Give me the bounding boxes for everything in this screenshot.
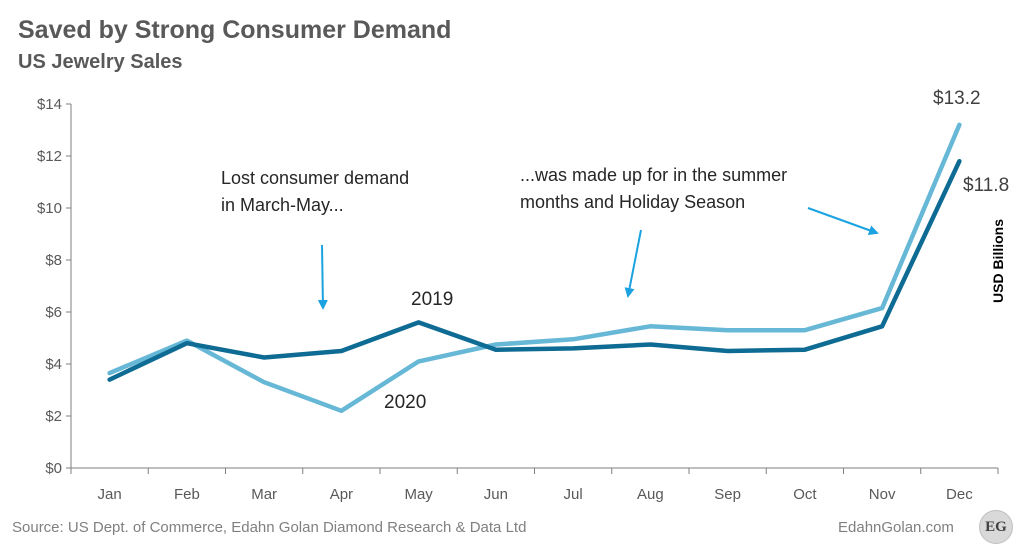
annotation-lost-demand-line2: in March-May... [221, 195, 344, 215]
data-point-2020 [262, 380, 267, 385]
data-point-2019 [184, 341, 189, 346]
end-label-2020: $13.2 [933, 88, 981, 109]
y-unit-label: USD Billions [990, 219, 1006, 303]
x-tick-label: Jun [484, 486, 508, 503]
x-tick-label: Oct [793, 486, 817, 503]
data-point-2020 [416, 359, 421, 364]
x-tick-label: Feb [174, 486, 200, 503]
y-tick-label: $4 [45, 356, 62, 373]
data-point-2019 [725, 349, 730, 354]
x-tick-label: Dec [946, 486, 973, 503]
eg-logo: EG [979, 510, 1013, 544]
brand-link[interactable]: EdahnGolan.com [838, 519, 954, 536]
x-tick-label: Apr [330, 486, 353, 503]
annotation-made-up-line2: months and Holiday Season [520, 192, 745, 212]
y-tick-label: $14 [37, 96, 62, 113]
data-point-2019 [339, 349, 344, 354]
data-point-2019 [957, 159, 962, 164]
x-tick-label: Aug [637, 486, 664, 503]
data-point-2020 [339, 408, 344, 413]
data-point-2019 [416, 320, 421, 325]
annotation-arrow-summer [624, 229, 642, 298]
series-label-2019: 2019 [411, 289, 453, 310]
x-tick-label: May [404, 486, 433, 503]
y-tick-label: $2 [45, 408, 62, 425]
annotation-made-up-line1: ...was made up for in the summer [520, 165, 787, 185]
data-point-2019 [802, 347, 807, 352]
annotation-lost-demand-line1: Lost consumer demand [221, 168, 409, 188]
series-line-2019 [107, 158, 962, 382]
end-label-2019: $11.8 [963, 175, 1009, 196]
x-tick-label: Sep [714, 486, 741, 503]
data-point-2020 [648, 324, 653, 329]
series-line-2020 [107, 122, 962, 414]
data-point-2019 [648, 342, 653, 347]
data-point-2020 [802, 328, 807, 333]
annotation-arrow-down [317, 244, 328, 310]
data-point-2020 [571, 337, 576, 342]
y-tick-label: $12 [37, 148, 62, 165]
x-tick-label: Mar [251, 486, 277, 503]
data-point-2020 [957, 122, 962, 127]
annotation-arrow-holiday [807, 207, 879, 235]
data-point-2020 [107, 371, 112, 376]
data-point-2019 [493, 347, 498, 352]
chart-subtitle: US Jewelry Sales [18, 51, 183, 73]
data-point-2020 [725, 328, 730, 333]
data-point-2019 [571, 346, 576, 351]
x-tick-label: Nov [869, 486, 896, 503]
data-point-2019 [107, 377, 112, 382]
chart-title: Saved by Strong Consumer Demand [18, 16, 452, 44]
data-point-2020 [493, 342, 498, 347]
y-tick-label: $8 [45, 252, 62, 269]
x-tick-label: Jan [98, 486, 122, 503]
y-tick-label: $10 [37, 200, 62, 217]
x-tick-label: Jul [564, 486, 583, 503]
data-point-2019 [262, 355, 267, 360]
data-point-2020 [880, 306, 885, 311]
series-label-2020: 2020 [384, 392, 426, 413]
source-note: Source: US Dept. of Commerce, Edahn Gola… [12, 519, 527, 536]
y-tick-label: $6 [45, 304, 62, 321]
y-tick-label: $0 [45, 460, 62, 477]
data-point-2019 [880, 324, 885, 329]
